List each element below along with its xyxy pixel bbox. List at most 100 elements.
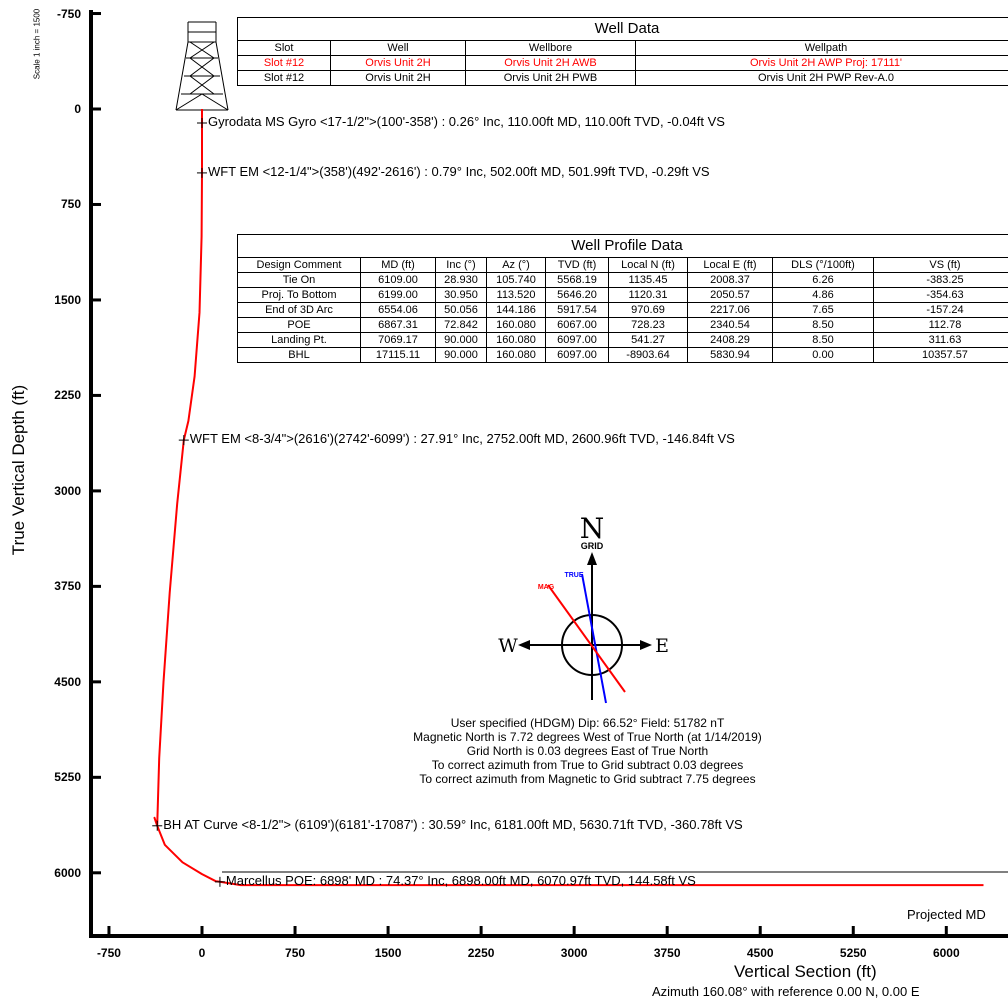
profile-cell: Tie On — [237, 272, 361, 288]
x-tick-label: 1500 — [374, 946, 402, 960]
y-tick-label: 3000 — [54, 483, 81, 498]
x-tick-label: 750 — [285, 946, 306, 960]
well-profile-table: Well Profile Data Design Comment MD (ft) I… — [237, 234, 1008, 363]
profile-cell: 105.740 — [486, 272, 546, 288]
magnetic-note-line: To correct azimuth from True to Grid sub… — [431, 758, 744, 772]
annotation-label: BH AT Curve <8-1/2"> (6109')(6181'-17087… — [163, 816, 743, 832]
profile-cell: 112.78 — [873, 317, 1008, 333]
x-tick-label: 5250 — [839, 946, 867, 960]
profile-cell: -383.25 — [873, 272, 1008, 288]
profile-cell: 6097.00 — [545, 332, 609, 348]
annotation-label: WFT EM <8-3/4">(2616')(2742'-6099') : 27… — [189, 431, 735, 447]
profile-row: BHL 17115.11 90.000 160.080 6097.00 -8903.64 5… — [237, 347, 1008, 363]
profile-cell: 7069.17 — [360, 332, 436, 348]
profile-cell: 6097.00 — [545, 347, 609, 363]
magnetic-note-line: Grid North is 0.03 degrees East of True … — [466, 744, 709, 758]
x-axis-label: Vertical Section (ft) — [734, 962, 877, 981]
profile-header-cell: TVD (ft) — [545, 257, 609, 273]
profile-header-cell: Local E (ft) — [687, 257, 773, 273]
well-data-title: Well Data — [237, 17, 1008, 41]
profile-cell: 2408.29 — [687, 332, 773, 348]
header-slot: Slot — [237, 40, 331, 56]
y-tick-label: 0 — [74, 102, 81, 116]
cell-slot: Slot #12 — [237, 70, 331, 86]
profile-header-cell: Az (°) — [486, 257, 546, 273]
profile-cell: 2217.06 — [687, 302, 773, 318]
cell-slot: Slot #12 — [237, 55, 331, 71]
y-tick-label: 1500 — [54, 292, 81, 307]
azimuth-note: Azimuth 160.08° with reference 0.00 N, 0… — [652, 984, 920, 999]
compass-north-label: N — [580, 512, 605, 545]
profile-cell: 7.65 — [772, 302, 874, 318]
cell-wellbore: Orvis Unit 2H AWB — [465, 55, 636, 71]
profile-cell: 50.056 — [435, 302, 487, 318]
profile-cell: 90.000 — [435, 332, 487, 348]
profile-cell: 311.63 — [873, 332, 1008, 348]
y-tick-label: 6000 — [54, 865, 81, 880]
profile-header-cell: Inc (°) — [435, 257, 487, 273]
profile-row: Proj. To Bottom 6199.00 30.950 113.520 5646.… — [237, 287, 1008, 303]
well-data-table: Well Data Slot Well Wellbore Wellpath Sl… — [237, 17, 1008, 86]
profile-cell: 144.186 — [486, 302, 546, 318]
profile-cell: POE — [237, 317, 361, 333]
profile-cell: 113.520 — [486, 287, 546, 303]
profile-cell: 17115.11 — [360, 347, 436, 363]
compass-mag-label: MAG — [538, 584, 555, 591]
profile-cell: 728.23 — [608, 317, 688, 333]
profile-cell: 6.26 — [772, 272, 874, 288]
x-tick-label: 4500 — [746, 946, 774, 960]
header-wellbore: Wellbore — [465, 40, 636, 56]
profile-row: Landing Pt. 7069.17 90.000 160.080 6097.00 54… — [237, 332, 1008, 348]
x-tick-label: -750 — [96, 946, 121, 960]
annotation-label: WFT EM <12-1/4">(358')(492'-2616') : 0.7… — [207, 163, 710, 179]
west-arrowhead — [518, 640, 530, 650]
profile-cell: 6109.00 — [360, 272, 436, 288]
profile-cell: 90.000 — [435, 347, 487, 363]
profile-cell: 541.27 — [608, 332, 688, 348]
profile-row: POE 6867.31 72.842 160.080 6067.00 728.23 2340… — [237, 317, 1008, 333]
header-wellpath: Wellpath — [635, 40, 1008, 56]
projected-md-label: Projected MD — [907, 907, 986, 922]
annotation-marker — [196, 118, 207, 129]
profile-cell: 5568.19 — [545, 272, 609, 288]
y-tick-label: 3750 — [54, 579, 81, 594]
cell-well: Orvis Unit 2H — [330, 70, 466, 86]
profile-cell: 8.50 — [772, 317, 874, 333]
y-tick-label: 750 — [60, 197, 81, 212]
east-arrowhead — [640, 640, 652, 650]
x-tick-label: 3000 — [560, 946, 588, 960]
profile-header-row: Design Comment MD (ft) Inc (°) Az (°) TVD (f… — [237, 257, 1008, 273]
profile-cell: 4.86 — [772, 287, 874, 303]
profile-header-cell: MD (ft) — [360, 257, 436, 273]
annotation-marker — [196, 167, 207, 178]
profile-cell: 1120.31 — [608, 287, 688, 303]
profile-cell: 30.950 — [435, 287, 487, 303]
profile-cell: BHL — [237, 347, 361, 363]
well-profile-title: Well Profile Data — [237, 234, 1008, 258]
y-tick-label: 4500 — [54, 674, 81, 689]
annotation-marker — [178, 435, 189, 446]
profile-cell: 5830.94 — [687, 347, 773, 363]
profile-header-cell: DLS (°/100ft) — [772, 257, 874, 273]
profile-cell: 72.842 — [435, 317, 487, 333]
compass-west-label: W — [498, 635, 518, 657]
profile-cell: Proj. To Bottom — [237, 287, 361, 303]
profile-cell: -8903.64 — [608, 347, 688, 363]
y-axis-label: True Vertical Depth (ft) — [9, 384, 28, 556]
profile-cell: 8.50 — [772, 332, 874, 348]
profile-cell: 6199.00 — [360, 287, 436, 303]
y-tick-label: 5250 — [54, 770, 81, 785]
well-data-row: Slot #12 Orvis Unit 2H Orvis Unit 2H PWB… — [237, 70, 1008, 86]
cell-wellpath: Orvis Unit 2H PWP Rev-A.0 — [635, 70, 1008, 86]
magnetic-notes: User specified (HDGM) Dip: 66.52° Field:… — [355, 716, 820, 786]
well-data-row: Slot #12 Orvis Unit 2H Orvis Unit 2H AWB… — [237, 55, 1008, 71]
y-tick-label: -750 — [56, 6, 81, 21]
compass-true-label: TRUE — [564, 572, 583, 579]
cell-wellbore: Orvis Unit 2H PWB — [465, 70, 636, 86]
profile-cell: Landing Pt. — [237, 332, 361, 348]
annotation-marker — [214, 876, 225, 887]
profile-cell: -157.24 — [873, 302, 1008, 318]
grid-north-arrowhead — [587, 552, 597, 565]
compass-east-label: E — [655, 635, 669, 657]
y-tick-label: 2250 — [54, 388, 81, 403]
